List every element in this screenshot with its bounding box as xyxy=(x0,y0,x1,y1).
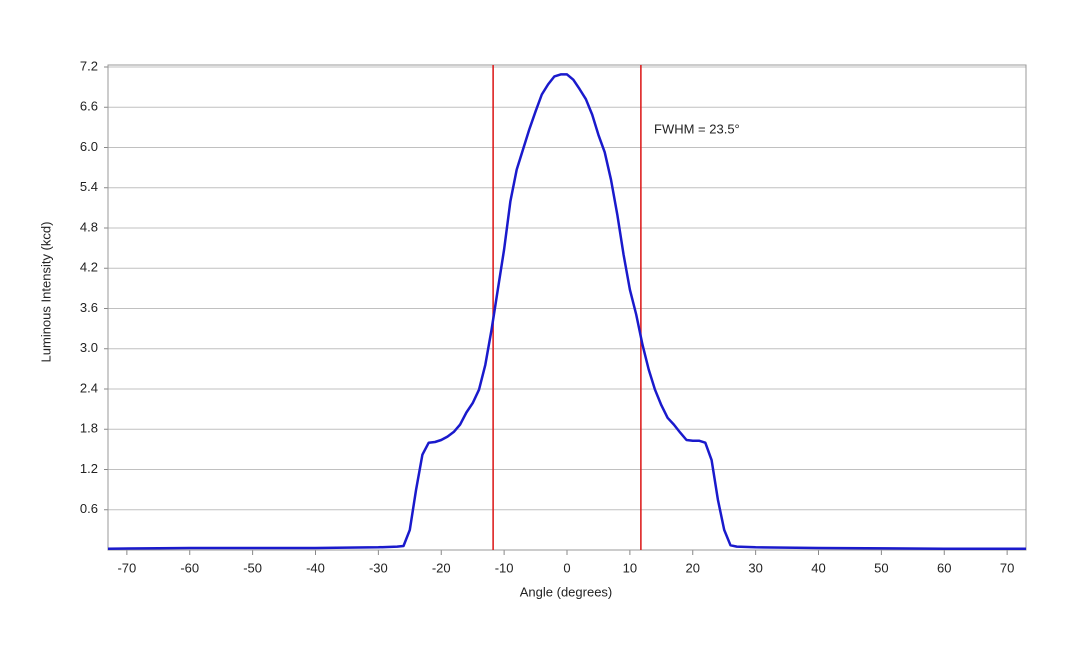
plot-frame xyxy=(107,64,1027,551)
y-tick-label: 3.0 xyxy=(80,340,98,355)
y-tick-label: 4.8 xyxy=(80,219,98,234)
x-tick-label: 20 xyxy=(686,560,700,575)
y-tick-label: 7.2 xyxy=(80,58,98,73)
x-tick-label: -70 xyxy=(117,560,136,575)
x-tick-label: -10 xyxy=(495,560,514,575)
x-tick-label: -60 xyxy=(180,560,199,575)
y-tick-label: 1.2 xyxy=(80,461,98,476)
y-tick-label: 6.0 xyxy=(80,139,98,154)
x-tick-label: -20 xyxy=(432,560,451,575)
x-tick-label: 40 xyxy=(811,560,825,575)
x-tick-label: 50 xyxy=(874,560,888,575)
x-tick-label: 60 xyxy=(937,560,951,575)
x-tick-label: -50 xyxy=(243,560,262,575)
x-axis-label: Angle (degrees) xyxy=(520,584,613,599)
y-tick-label: 4.2 xyxy=(80,260,98,275)
y-tick-label: 5.4 xyxy=(80,179,98,194)
annotation: FWHM = 23.5° xyxy=(654,121,740,136)
x-tick-label: -40 xyxy=(306,560,325,575)
y-axis-label: Luminous Intensity (kcd) xyxy=(38,222,53,363)
x-tick-label: 30 xyxy=(748,560,762,575)
data-line xyxy=(107,73,1026,550)
y-tick-label: 3.6 xyxy=(80,300,98,315)
x-tick-label: -30 xyxy=(369,560,388,575)
y-tick-label: 6.6 xyxy=(80,99,98,114)
y-tick-label: 1.8 xyxy=(80,421,98,436)
y-tick-label: 0.6 xyxy=(80,501,98,516)
y-tick-label: 2.4 xyxy=(80,380,98,395)
x-tick-label: 70 xyxy=(1000,560,1014,575)
x-tick-label: 0 xyxy=(563,560,570,575)
x-tick-label: 10 xyxy=(623,560,637,575)
